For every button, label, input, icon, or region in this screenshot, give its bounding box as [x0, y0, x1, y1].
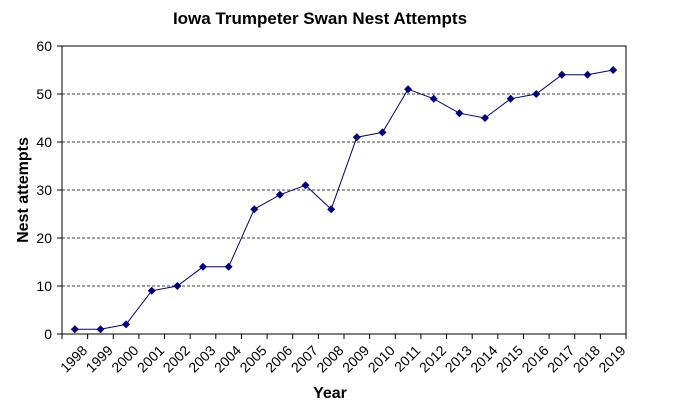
data-point — [378, 128, 387, 137]
chart-title: Iowa Trumpeter Swan Nest Attempts — [173, 9, 467, 28]
data-point — [609, 66, 618, 74]
y-tick-label: 30 — [36, 182, 52, 198]
data-point — [147, 286, 156, 295]
y-tick-label: 50 — [36, 86, 52, 102]
y-axis-label: Nest attempts — [15, 137, 32, 243]
y-tick-label: 40 — [36, 134, 52, 150]
data-point — [404, 85, 413, 94]
data-point — [199, 262, 207, 271]
y-tick-label: 10 — [36, 278, 52, 294]
y-tick-label: 0 — [44, 326, 52, 342]
data-point — [173, 282, 182, 290]
data-point — [455, 109, 464, 118]
data-point — [122, 320, 131, 329]
data-point — [250, 205, 259, 214]
y-tick-label: 20 — [36, 230, 52, 246]
data-point — [506, 94, 515, 103]
data-line — [74, 69, 614, 330]
data-point — [481, 114, 489, 122]
data-point — [583, 70, 592, 79]
data-point — [224, 262, 233, 271]
data-point — [327, 205, 336, 214]
data-point — [70, 325, 79, 334]
data-point — [532, 90, 541, 98]
data-point — [301, 181, 310, 190]
data-point — [557, 70, 566, 79]
data-point — [352, 133, 361, 142]
data-point — [275, 190, 284, 199]
data-point — [96, 325, 105, 334]
data-point — [429, 94, 438, 103]
y-tick-label: 60 — [36, 38, 52, 54]
x-axis-label: Year — [313, 385, 347, 402]
